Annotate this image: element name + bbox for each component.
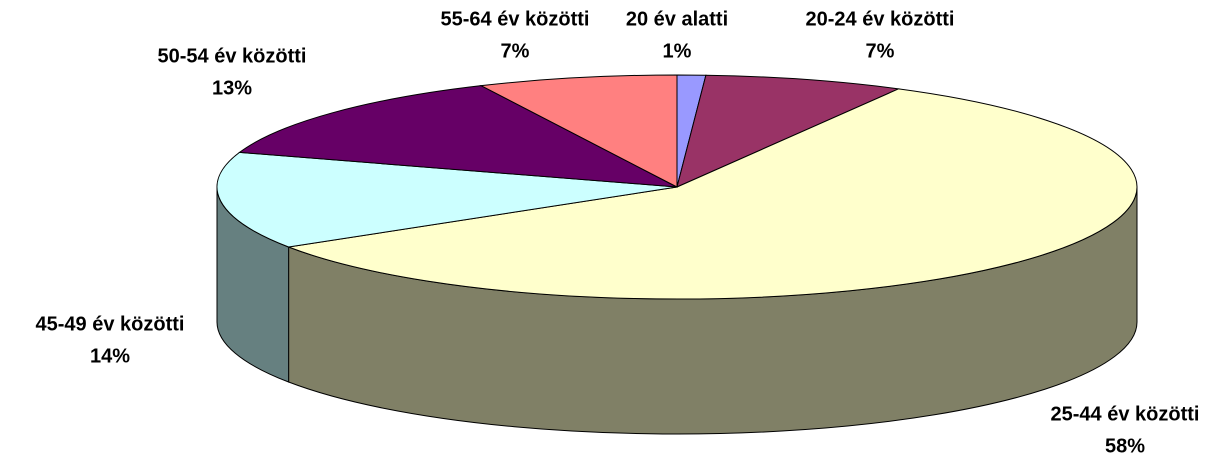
slice-value-label: 7% (866, 40, 895, 62)
slice-label: 45-49 év közötti (36, 313, 185, 335)
slice (676, 74, 901, 188)
slice (286, 88, 1138, 300)
slice-label: 20 év alatti (626, 8, 728, 30)
slice-label: 50-54 év közötti (158, 45, 307, 67)
slice (238, 85, 678, 188)
slice-value-label: 58% (1105, 435, 1145, 457)
slice-value-label: 1% (663, 40, 692, 62)
slice-label: 20-24 év közötti (806, 8, 955, 30)
slice-value-label: 7% (501, 40, 530, 62)
slice-label: 25-44 év közötti (1051, 403, 1200, 425)
slice-label: 55-64 év közötti (441, 8, 590, 30)
slice-value-label: 14% (90, 345, 130, 367)
slice-value-label: 13% (212, 77, 252, 99)
slice (216, 151, 678, 248)
slice (479, 74, 678, 188)
